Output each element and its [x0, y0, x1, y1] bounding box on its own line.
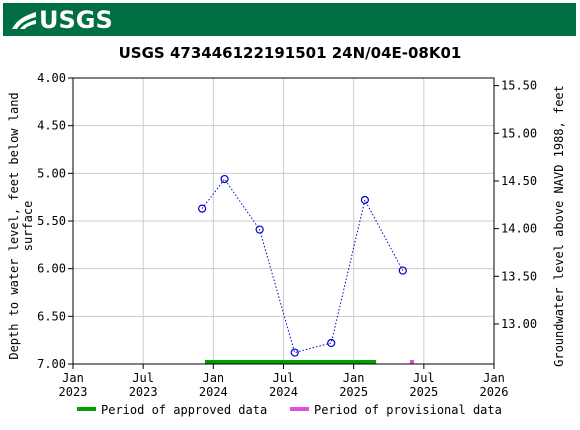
right-axis-label: Groundwater level above NAVD 1988, feet [552, 85, 566, 367]
series-line [201, 178, 404, 354]
right-tick-label: 13.50 [501, 269, 537, 283]
legend-approved-label: Period of approved data [101, 403, 267, 417]
right-tick-label: 14.00 [501, 222, 537, 236]
usgs-logo[interactable]: USGS [11, 8, 113, 32]
right-tick-label: 15.50 [501, 79, 537, 93]
right-tick-label: 13.00 [501, 317, 537, 331]
legend-provisional-label: Period of provisional data [314, 403, 502, 417]
left-tick-label: 6.50 [37, 309, 66, 323]
left-axis-label-line1: Depth to water level, feet below land [7, 92, 21, 359]
data-point [255, 225, 264, 234]
x-tick-label-month: Jul [273, 371, 295, 385]
x-tick-label-month: Jul [132, 371, 154, 385]
x-tick-label-month: Jul [413, 371, 435, 385]
right-axis-ticks: 15.50 15.00 14.50 14.00 13.50 13.00 [494, 79, 537, 331]
data-point [290, 348, 299, 357]
x-tick-label-year: 2023 [59, 385, 88, 399]
x-tick-label-month: Jan [202, 371, 224, 385]
data-point [360, 195, 369, 205]
x-tick-label-month: Jan [343, 371, 365, 385]
right-tick-label: 14.50 [501, 174, 537, 188]
legend-provisional-swatch [290, 407, 309, 411]
left-tick-label: 4.00 [37, 71, 66, 85]
right-tick-label: 15.00 [501, 126, 537, 140]
x-tick-label-year: 2024 [199, 385, 228, 399]
x-axis-ticks: Jan2023Jul2023Jan2024Jul2024Jan2025Jul20… [59, 364, 509, 399]
x-tick-label-month: Jan [62, 371, 84, 385]
data-point [398, 266, 407, 275]
approved-period-bar [204, 360, 377, 364]
chart-title: USGS 473446122191501 24N/04E-08K01 [118, 44, 462, 62]
left-axis-label-line2: surface [21, 201, 35, 252]
provisional-period-bar [409, 360, 415, 364]
x-tick-label-month: Jan [483, 371, 505, 385]
usgs-logo-text: USGS [39, 6, 113, 34]
x-tick-label-year: 2026 [480, 385, 509, 399]
data-point [327, 338, 336, 348]
x-tick-label-year: 2025 [409, 385, 438, 399]
x-tick-label-year: 2025 [339, 385, 368, 399]
left-tick-label: 4.50 [37, 119, 66, 133]
data-series [198, 174, 407, 357]
period-bars [204, 360, 415, 364]
legend-approved-swatch [77, 407, 96, 411]
grid-lines [72, 77, 495, 365]
legend: Period of approved data Period of provis… [77, 403, 502, 417]
left-tick-label: 7.00 [37, 357, 66, 371]
left-tick-label: 5.00 [37, 166, 66, 180]
data-point [220, 174, 229, 184]
usgs-wave-icon [12, 12, 36, 29]
left-tick-label: 6.00 [37, 262, 66, 276]
left-axis-ticks: 4.00 4.50 5.00 5.50 6.00 6.50 7.00 [37, 71, 73, 371]
usgs-banner: USGS [3, 3, 576, 36]
x-tick-label-year: 2023 [129, 385, 158, 399]
data-point [198, 204, 207, 213]
left-tick-label: 5.50 [37, 214, 66, 228]
x-tick-label-year: 2024 [269, 385, 298, 399]
